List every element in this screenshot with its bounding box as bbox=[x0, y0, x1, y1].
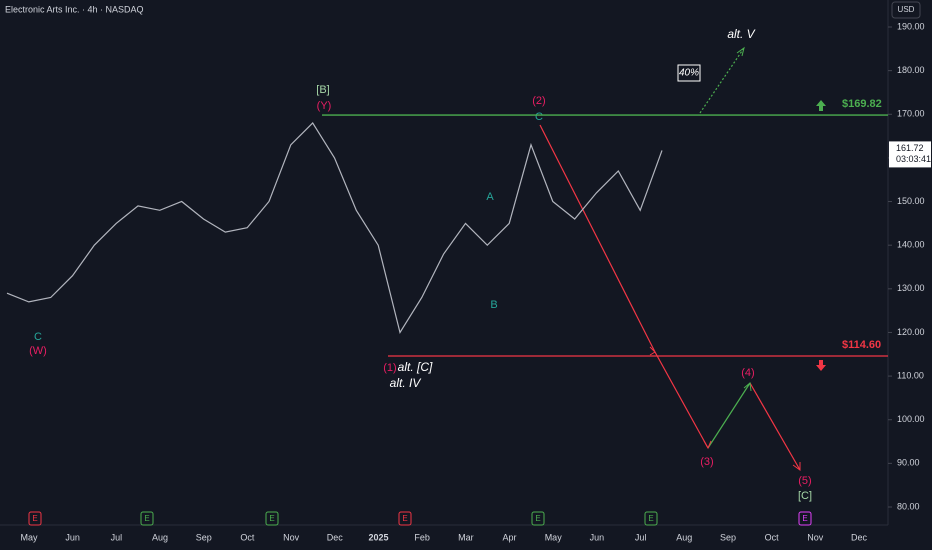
x-tick-label: Jun bbox=[590, 532, 605, 542]
earnings-marker: E bbox=[802, 514, 807, 523]
y-tick-label: 100.00 bbox=[897, 414, 925, 424]
level-label: $169.82 bbox=[842, 98, 882, 110]
wave-label: (Y) bbox=[317, 100, 332, 112]
wave-label: A bbox=[486, 191, 494, 203]
earnings-marker: E bbox=[648, 514, 653, 523]
x-tick-label: Oct bbox=[240, 532, 255, 542]
y-tick-label: 90.00 bbox=[897, 458, 920, 468]
x-tick-label: Sep bbox=[196, 532, 212, 542]
marker-box bbox=[531, 511, 545, 526]
earnings-marker: E bbox=[32, 514, 37, 523]
arrow-head bbox=[743, 382, 752, 392]
x-tick-label: Dec bbox=[851, 532, 868, 542]
y-tick-label: 140.00 bbox=[897, 240, 925, 250]
y-tick-label: 170.00 bbox=[897, 109, 925, 119]
projection-down bbox=[749, 382, 801, 471]
x-tick-label: Apr bbox=[503, 532, 517, 542]
y-tick-label: 110.00 bbox=[897, 370, 924, 380]
x-tick-label: Mar bbox=[458, 532, 474, 542]
marker-box bbox=[265, 511, 279, 526]
y-tick-label: 80.00 bbox=[897, 501, 920, 511]
countdown-label: 03:03:41 bbox=[896, 154, 931, 164]
x-tick-label: May bbox=[545, 532, 563, 542]
x-tick-label: Dec bbox=[327, 532, 344, 542]
arrow-head bbox=[792, 462, 801, 471]
wave-label: (2) bbox=[532, 95, 545, 107]
earnings-marker: E bbox=[269, 514, 274, 523]
wave-label: B bbox=[490, 299, 497, 311]
wave-label: (W) bbox=[29, 345, 47, 357]
y-tick-label: 120.00 bbox=[897, 327, 925, 337]
wave-label: [C] bbox=[798, 490, 812, 502]
y-tick-label: 180.00 bbox=[897, 65, 925, 75]
arrow-head bbox=[649, 346, 656, 356]
wave-label: (5) bbox=[798, 475, 811, 487]
marker-box bbox=[644, 511, 658, 526]
x-tick-label: Jul bbox=[635, 532, 647, 542]
down-arrow bbox=[816, 360, 826, 371]
price-line bbox=[6, 122, 663, 335]
up-arrow bbox=[816, 100, 826, 111]
x-tick-label: Jul bbox=[111, 532, 123, 542]
level-label: $114.60 bbox=[842, 339, 881, 351]
earnings-marker: E bbox=[535, 514, 540, 523]
wave-label: alt. V bbox=[727, 27, 755, 41]
last-price-label: 161.72 bbox=[896, 143, 924, 153]
currency-box bbox=[891, 1, 921, 19]
y-tick-label: 150.00 bbox=[897, 196, 925, 206]
wave-label: [B] bbox=[316, 84, 329, 96]
marker-box bbox=[28, 511, 42, 526]
wave-label: C bbox=[535, 111, 543, 123]
wave-label: (4) bbox=[741, 367, 754, 379]
x-tick-label: Sep bbox=[720, 532, 736, 542]
x-tick-label: Aug bbox=[152, 532, 168, 542]
earnings-marker: E bbox=[144, 514, 149, 523]
marker-box bbox=[140, 511, 154, 526]
x-tick-label: Nov bbox=[807, 532, 824, 542]
wave-label: 40% bbox=[679, 68, 699, 79]
marker-box bbox=[798, 511, 812, 526]
x-tick-label: Jun bbox=[65, 532, 80, 542]
wave-label: C bbox=[34, 331, 42, 343]
last-price-box bbox=[889, 141, 931, 168]
marker-box bbox=[398, 511, 412, 526]
wave-label: alt. IV bbox=[390, 376, 422, 390]
alt-projection bbox=[699, 47, 745, 114]
x-tick-label: Oct bbox=[765, 532, 780, 542]
y-tick-label: 190.00 bbox=[897, 21, 925, 31]
y-tick-label: 130.00 bbox=[897, 283, 925, 293]
earnings-markers: E E E E E E E bbox=[28, 511, 812, 526]
x-tick-label: Aug bbox=[676, 532, 692, 542]
label-box bbox=[677, 64, 701, 82]
projection-up bbox=[707, 382, 751, 449]
x-tick-label: Feb bbox=[414, 532, 430, 542]
arrow-head bbox=[736, 46, 745, 57]
chart-title: Electronic Arts Inc. · 4h · NASDAQ bbox=[5, 4, 144, 14]
x-tick-label: 2025 bbox=[368, 532, 388, 542]
wave-label: (3) bbox=[700, 456, 713, 468]
wave-label: alt. [C] bbox=[398, 360, 433, 374]
wave-label: (1) bbox=[383, 362, 396, 374]
currency: USD bbox=[898, 5, 915, 14]
earnings-marker: E bbox=[402, 514, 407, 523]
x-tick-label: May bbox=[20, 532, 38, 542]
arrow-head bbox=[703, 440, 712, 450]
x-tick-label: Nov bbox=[283, 532, 300, 542]
